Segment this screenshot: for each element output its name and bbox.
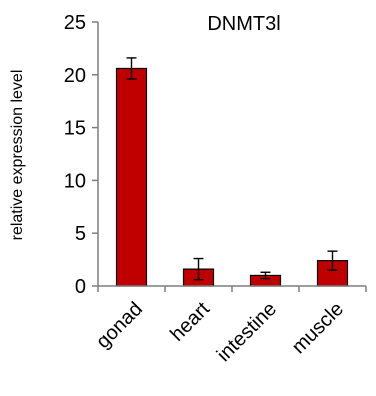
y-tick-label: 0 (75, 276, 86, 298)
x-category-label: intestine (213, 298, 281, 366)
y-axis-label: relative expression level (9, 70, 26, 241)
bars (115, 57, 349, 287)
y-tick-label: 10 (64, 170, 86, 192)
y-tick-label: 20 (64, 65, 86, 87)
y-tick-label: 5 (75, 223, 86, 245)
error-bar-intestine (260, 271, 271, 280)
y-tick-label: 25 (64, 12, 86, 34)
error-bar-heart (193, 257, 204, 281)
error-bar-muscle (327, 250, 338, 271)
bar-gonad (115, 67, 148, 287)
x-category-label: gonad (92, 298, 147, 353)
x-category-label: heart (166, 298, 214, 346)
y-tick-label: 15 (64, 118, 86, 140)
y-axis: 0 5 10 15 20 25 (64, 12, 99, 298)
error-bar-gonad (126, 57, 137, 80)
chart-title: DNMT3l (207, 13, 280, 35)
x-category-label: muscle (288, 298, 348, 358)
